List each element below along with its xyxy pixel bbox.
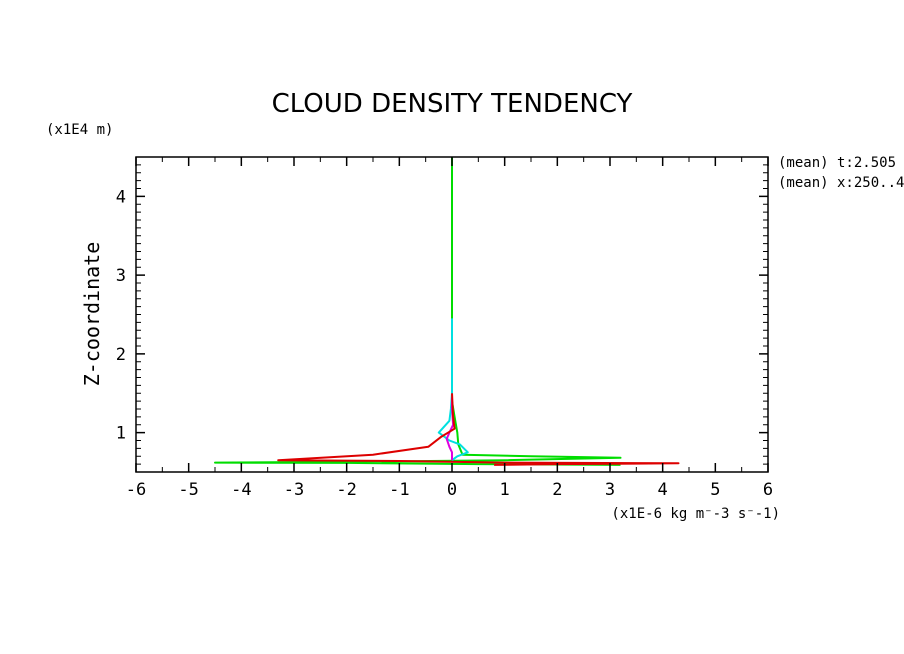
y-tick-label: 1 — [116, 424, 126, 444]
y-tick-label: 3 — [116, 266, 126, 286]
tick-layer: -6 -5 -4 -3 -2 -1 0 1 2 3 4 5 6 1 2 3 4 — [116, 157, 773, 500]
x-tick-label: -1 — [389, 480, 409, 500]
series-line-2 — [437, 318, 469, 462]
x-tick-label: 5 — [710, 480, 720, 500]
series-line-4 — [277, 393, 680, 466]
x-tick-label: 6 — [763, 480, 773, 500]
x-tick-label: -5 — [178, 480, 198, 500]
plot-frame — [135, 156, 769, 473]
series-line-1 — [214, 157, 622, 466]
y-tick-label: 2 — [116, 345, 126, 365]
x-tick-label: -3 — [284, 480, 304, 500]
x-tick-label: 2 — [552, 480, 562, 500]
chart-title: CLOUD DENSITY TENDENCY — [272, 89, 633, 119]
x-tick-label: 3 — [605, 480, 615, 500]
annotation-mean-x: (mean) x:250..4 — [778, 175, 904, 191]
y-tick-label: 4 — [116, 187, 126, 207]
series-layer — [214, 157, 680, 466]
annotation-mean-t: (mean) t:2.505 — [778, 155, 896, 171]
x-tick-label: -4 — [231, 480, 251, 500]
x-tick-label: 0 — [447, 480, 457, 500]
x-tick-label: 1 — [500, 480, 510, 500]
x-tick-label: -6 — [126, 480, 146, 500]
y-axis-label: Z-coordinate — [80, 242, 104, 387]
y-axis-unit: (x1E4 m) — [46, 122, 113, 138]
x-tick-label: 4 — [658, 480, 668, 500]
x-tick-label: -2 — [336, 480, 356, 500]
x-axis-unit: (x1E-6 kg m⁻-3 s⁻-1) — [611, 506, 780, 522]
